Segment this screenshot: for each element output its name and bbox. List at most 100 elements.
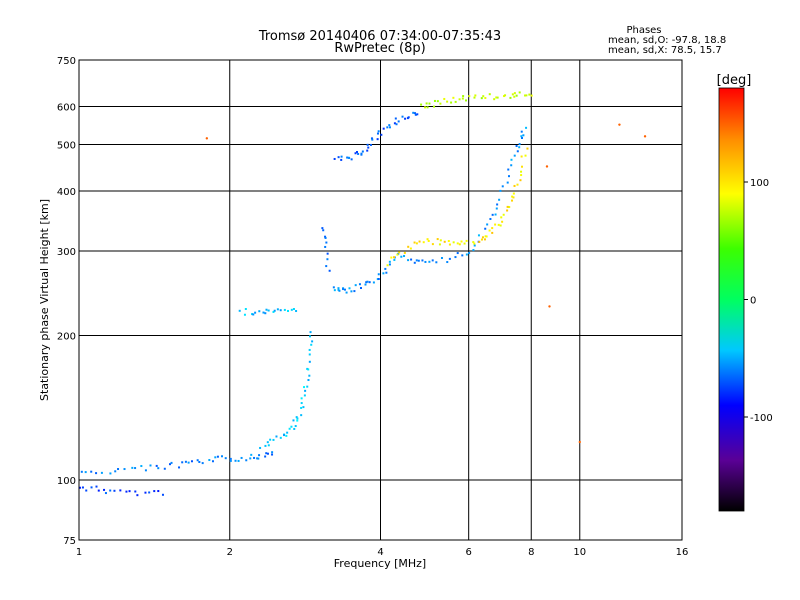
trace-point: [170, 461, 173, 464]
trace-point: [528, 93, 531, 96]
trace-point: [520, 155, 523, 158]
trace-point: [506, 205, 509, 208]
trace-point: [433, 99, 436, 102]
trace-point: [518, 146, 521, 149]
colorbar: [718, 87, 745, 512]
trace-point: [428, 260, 431, 263]
trace-point: [403, 251, 406, 254]
trace-point: [473, 96, 476, 99]
trace-point: [163, 467, 166, 470]
colorbar-tick-label: 100: [750, 178, 769, 189]
trace-point: [178, 466, 181, 469]
trace-point: [371, 138, 374, 141]
y-tick-label: 600: [57, 103, 76, 114]
trace-point: [516, 150, 519, 153]
trace-point: [369, 143, 372, 146]
trace-point: [354, 284, 357, 287]
trace-point: [472, 249, 475, 252]
trace-point: [181, 461, 184, 464]
trace-point: [196, 459, 199, 462]
trace-point: [338, 289, 341, 292]
trace-point: [418, 240, 421, 243]
trace-point: [372, 281, 375, 284]
colorbar-tick-label: -100: [750, 413, 773, 424]
trace-point: [385, 271, 388, 274]
trace-point: [257, 457, 260, 460]
trace-point: [271, 451, 274, 454]
trace-point: [356, 150, 359, 153]
trace-point: [491, 231, 494, 234]
trace-point: [345, 291, 348, 294]
trace-point: [279, 436, 282, 439]
trace-point: [347, 156, 350, 159]
trace-point: [80, 470, 83, 473]
trace-point: [364, 283, 367, 286]
trace-point: [431, 259, 434, 262]
trace-point: [516, 183, 519, 186]
trace-point: [427, 239, 430, 242]
trace-point: [509, 96, 512, 99]
trace-point: [128, 490, 131, 493]
trace-point: [510, 164, 513, 167]
trace-point: [452, 96, 455, 99]
trace-point: [184, 460, 187, 463]
trace-point: [358, 283, 361, 286]
trace-point: [450, 101, 453, 104]
trace-point: [253, 456, 256, 459]
trace-point: [393, 258, 396, 261]
trace-point: [473, 244, 476, 247]
noise-point: [618, 123, 621, 126]
y-tick-label: 300: [57, 247, 76, 258]
trace-point: [425, 102, 428, 105]
trace-point: [296, 417, 299, 420]
trace-point: [306, 385, 309, 388]
trace-point: [249, 457, 252, 460]
trace-point: [497, 223, 500, 226]
trace-point: [272, 438, 275, 441]
trace-point: [325, 241, 328, 244]
phase-stats-o: mean, sd,O: -97.8, 18.8: [608, 35, 726, 46]
trace-point: [296, 419, 299, 422]
trace-point: [326, 252, 329, 255]
trace-point: [511, 93, 514, 96]
trace-point: [343, 288, 346, 291]
trace-point: [460, 240, 463, 243]
trace-point: [333, 289, 336, 292]
trace-point: [295, 416, 298, 419]
trace-point: [238, 309, 241, 312]
trace-point: [325, 265, 328, 268]
x-tick-label: 1: [76, 547, 82, 558]
trace-point: [308, 374, 311, 377]
trace-point: [458, 98, 461, 101]
trace-point: [307, 379, 310, 382]
trace-point: [90, 486, 93, 489]
trace-point: [480, 238, 483, 241]
trace-point: [520, 174, 523, 177]
trace-point: [398, 251, 401, 254]
chart-title: Tromsø 20140406 07:34:00-07:35:43: [258, 29, 501, 44]
trace-point: [376, 138, 379, 141]
trace-point: [458, 243, 461, 246]
trace-point: [456, 252, 459, 255]
trace-point: [97, 489, 100, 492]
trace-point: [478, 240, 481, 243]
trace-point: [515, 144, 518, 147]
trace-point: [337, 156, 340, 159]
trace-point: [95, 472, 98, 475]
trace-point: [95, 485, 98, 488]
y-tick-label: 200: [57, 332, 76, 343]
trace-point: [513, 95, 516, 98]
trace-point: [502, 213, 505, 216]
trace-point: [308, 348, 311, 351]
trace-point: [229, 459, 232, 462]
trace-point: [272, 310, 275, 313]
trace-point: [367, 146, 370, 149]
x-tick-label: 10: [573, 547, 586, 558]
trace-point: [283, 434, 286, 437]
trace-point: [198, 460, 201, 463]
trace-point: [386, 126, 389, 129]
trace-point: [485, 235, 488, 238]
trace-point: [279, 309, 282, 312]
trace-point: [125, 490, 128, 493]
trace-point: [521, 136, 524, 139]
